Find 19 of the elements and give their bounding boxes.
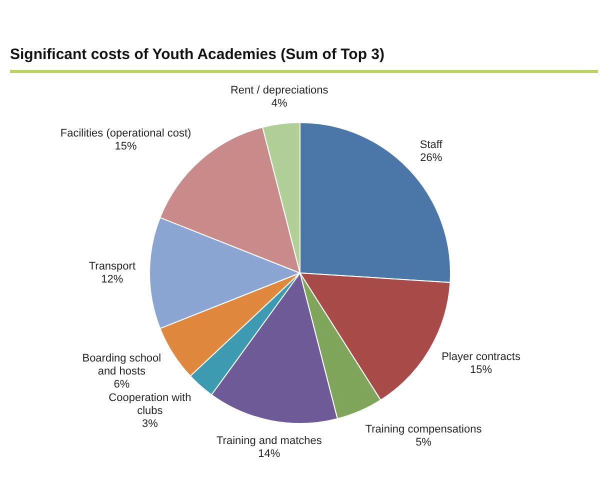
slice-label: Transport xyxy=(88,260,136,273)
data-label: 12% xyxy=(101,274,124,286)
slice-label: Training compensations xyxy=(365,423,482,436)
slice-label: Facilities (operational cost) xyxy=(60,127,192,140)
slice-label: Boarding school and hosts xyxy=(82,352,162,378)
data-label: 15% xyxy=(114,140,138,152)
data-label: 4% xyxy=(271,97,288,110)
data-label: 15% xyxy=(470,364,492,376)
slice-label: Cooperation with clubs xyxy=(108,392,192,418)
chart-title: Significant costs of Youth Academies (Sum of Top 3) xyxy=(10,46,384,63)
slice-label: Player contracts xyxy=(442,350,521,363)
slice-label: Rent / depreciations xyxy=(230,84,329,96)
data-label: 6% xyxy=(114,378,130,391)
slice-label: Staff xyxy=(420,139,444,152)
data-label: 26% xyxy=(420,152,442,164)
slice-label: Training and matches xyxy=(216,434,322,447)
data-label: 3% xyxy=(142,418,158,430)
data-label: 5% xyxy=(416,436,432,448)
data-label: 14% xyxy=(258,448,280,460)
